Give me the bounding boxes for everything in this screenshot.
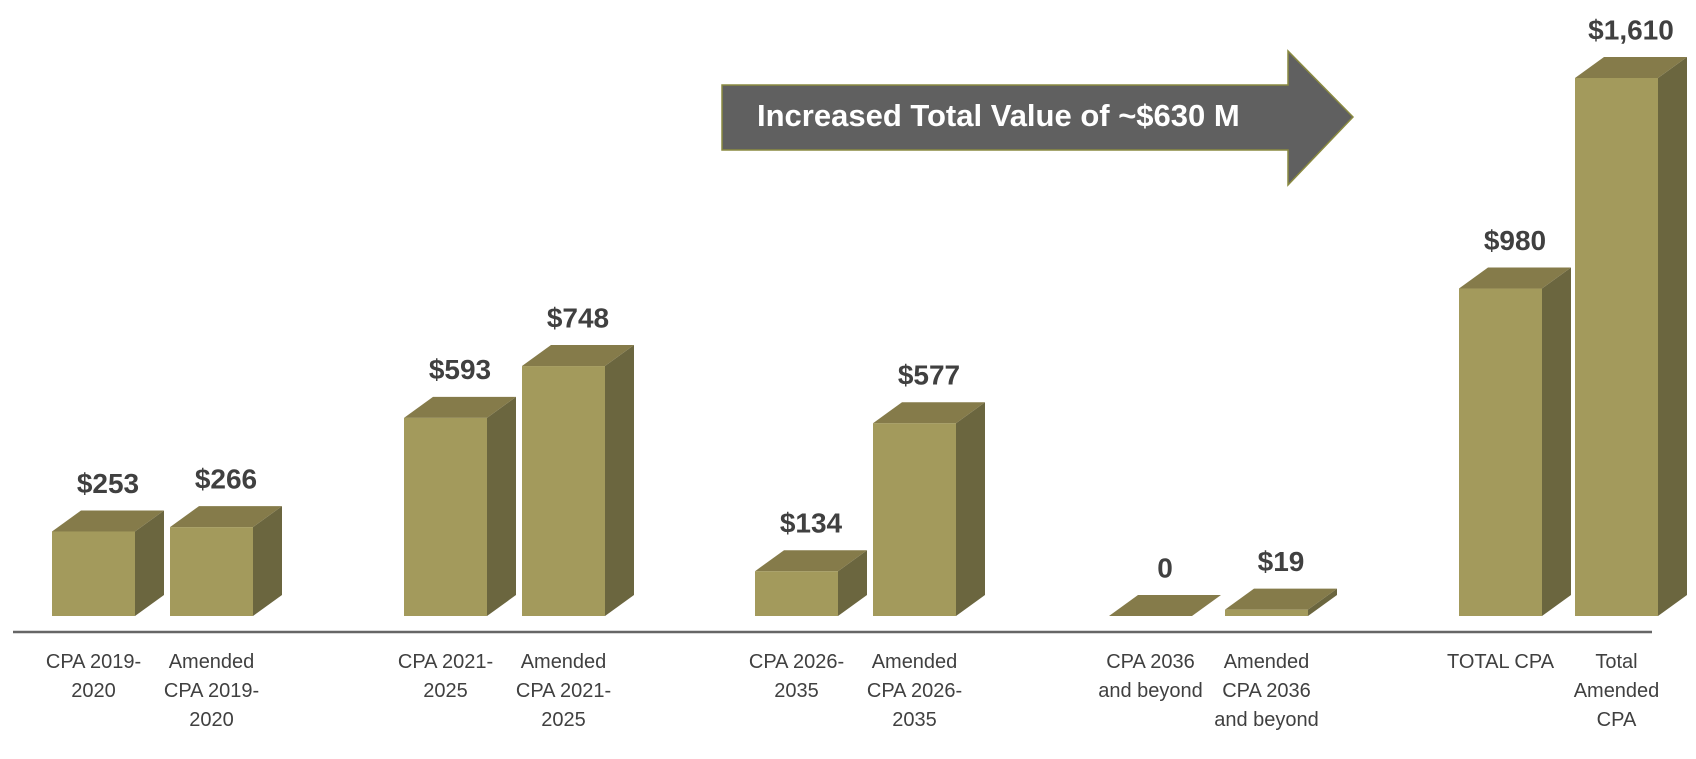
bar <box>52 510 164 616</box>
x-tick-label: CPA 2021-2025 <box>397 651 494 702</box>
bar <box>522 345 634 616</box>
bar-side <box>1658 57 1687 616</box>
bar-side <box>487 396 516 616</box>
x-tick-label: Amended CPA 2019-2020 <box>163 651 260 731</box>
value-label: $593 <box>429 354 491 385</box>
x-tick-label: CPA 2036 and beyond <box>1098 651 1203 702</box>
x-tick-label: TOTAL CPA <box>1446 651 1555 673</box>
bar <box>1109 595 1221 616</box>
x-tick-label: Amended CPA 2021-2025 <box>515 651 612 731</box>
annotation-arrow <box>721 49 1355 187</box>
bar-top <box>522 345 634 367</box>
value-label: $980 <box>1484 225 1546 256</box>
bar-top <box>1109 595 1221 616</box>
value-label: $748 <box>547 302 609 333</box>
value-label: $577 <box>898 360 960 391</box>
bar-side <box>1542 267 1571 616</box>
bar-front <box>522 366 605 616</box>
annotation: Increased Total Value of ~$630 M <box>757 98 1240 133</box>
x-tick-label: CPA 2026-2035 <box>748 651 845 702</box>
value-label: 0 <box>1157 552 1173 583</box>
x-tick-label: Amended CPA 2026-2035 <box>866 651 963 731</box>
bar <box>755 550 867 616</box>
bar-side <box>135 510 164 616</box>
bar-side <box>605 345 634 616</box>
bar-front <box>404 417 487 616</box>
bar <box>1459 267 1571 616</box>
bar-front <box>755 571 838 616</box>
bar-front <box>1575 78 1658 616</box>
bar-front <box>1459 288 1542 616</box>
bar-side <box>838 550 867 616</box>
bar <box>873 402 985 616</box>
bar-top <box>404 396 516 418</box>
x-tick-label: Total Amended CPA <box>1573 651 1660 731</box>
bar-top <box>1459 267 1571 289</box>
value-label: $134 <box>780 508 843 539</box>
x-tick-label: Amended CPA 2036 and beyond <box>1214 651 1319 731</box>
bar <box>170 506 282 616</box>
bar-side <box>956 402 985 616</box>
bar <box>1575 57 1687 616</box>
bar-top <box>755 550 867 572</box>
bar-top <box>873 402 985 424</box>
bar-top <box>1225 588 1337 610</box>
bar-front <box>52 531 135 616</box>
bar-front <box>1225 609 1308 616</box>
bar-top <box>1575 57 1687 78</box>
value-label: $253 <box>77 468 139 499</box>
value-label: $1,610 <box>1588 14 1674 45</box>
value-label: $266 <box>195 464 257 495</box>
bar-front <box>170 527 253 616</box>
bar-top <box>52 510 164 532</box>
bar-side <box>1308 588 1337 616</box>
value-label: $19 <box>1258 546 1305 577</box>
bar-top <box>170 506 282 528</box>
bar-front <box>873 423 956 616</box>
bar <box>1225 588 1337 616</box>
x-tick-label: CPA 2019-2020 <box>45 651 142 702</box>
bar <box>404 396 516 616</box>
bar-side <box>253 506 282 616</box>
